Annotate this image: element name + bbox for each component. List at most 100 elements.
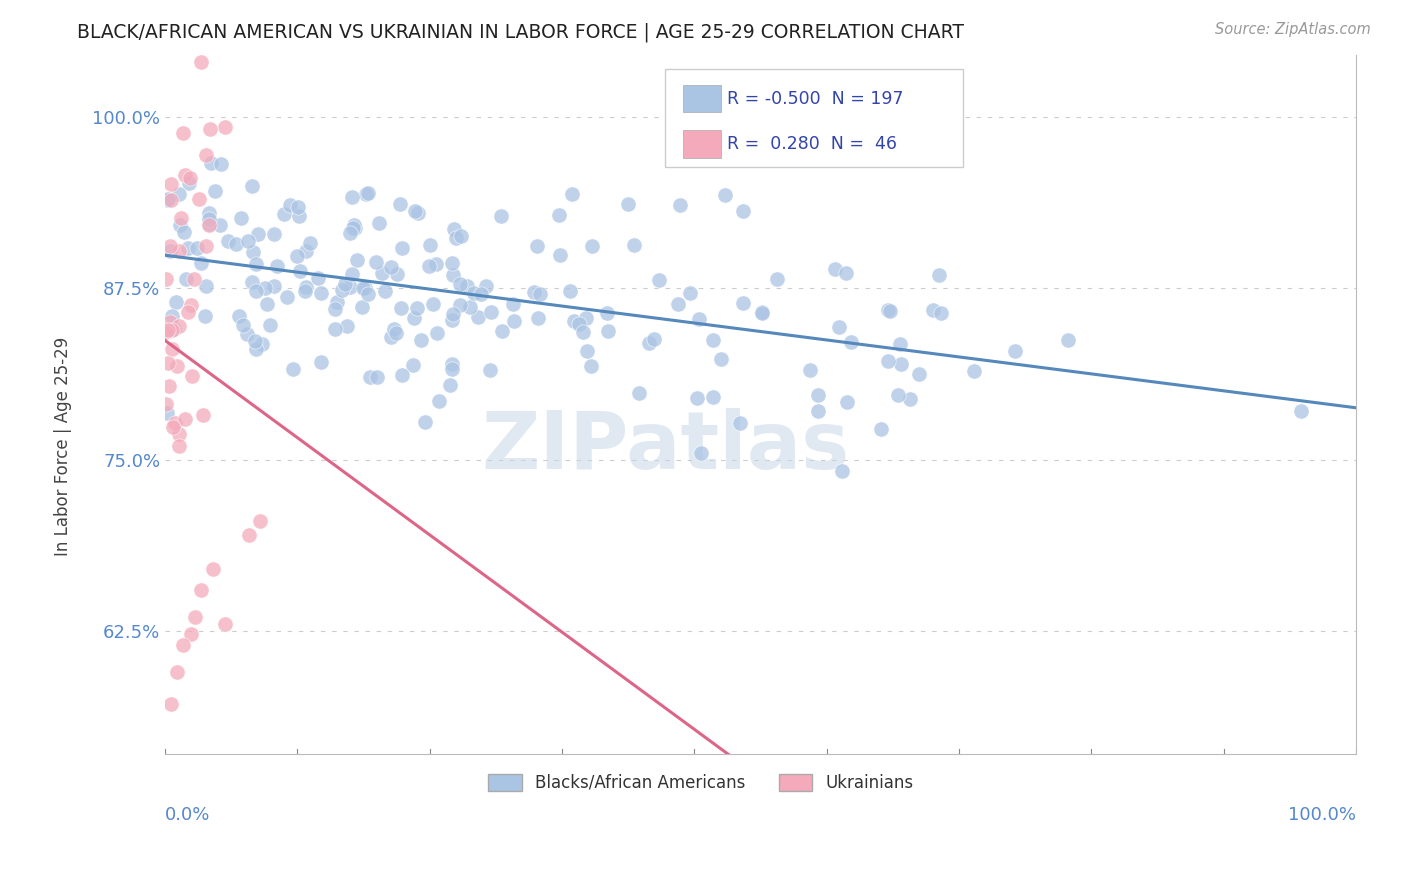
Point <box>256 296 278 310</box>
Point <box>441 361 464 376</box>
Point <box>627 386 650 401</box>
Point <box>195 148 218 162</box>
Point <box>155 326 177 340</box>
Point <box>174 168 197 182</box>
Point <box>353 281 375 295</box>
Point <box>295 279 318 293</box>
Point <box>245 342 267 356</box>
Point <box>266 260 288 274</box>
Point <box>169 218 191 232</box>
Text: 100.0%: 100.0% <box>1288 806 1355 824</box>
Point <box>179 171 201 186</box>
Point <box>195 278 218 293</box>
Point <box>799 362 821 376</box>
Point <box>200 156 222 170</box>
Point <box>564 313 586 327</box>
Point <box>243 334 266 349</box>
Point <box>828 320 851 334</box>
Point <box>449 298 471 312</box>
Text: BLACK/AFRICAN AMERICAN VS UKRAINIAN IN LABOR FORCE | AGE 25-29 CORRELATION CHART: BLACK/AFRICAN AMERICAN VS UKRAINIAN IN L… <box>77 22 965 42</box>
Point <box>890 357 912 371</box>
Point <box>666 297 689 311</box>
Legend: Blacks/African Americans, Ukrainians: Blacks/African Americans, Ukrainians <box>482 767 921 798</box>
Point <box>167 427 190 442</box>
Point <box>273 207 295 221</box>
Point <box>155 397 177 411</box>
Text: R =  0.280  N =  46: R = 0.280 N = 46 <box>727 136 897 153</box>
Point <box>467 310 489 325</box>
Point <box>686 391 709 405</box>
Point <box>190 256 212 270</box>
Point <box>228 309 250 323</box>
Point <box>323 322 346 336</box>
Point <box>167 187 190 202</box>
Point <box>443 221 465 235</box>
Point <box>441 307 464 321</box>
Point <box>281 361 304 376</box>
Point <box>419 238 441 252</box>
Point <box>193 409 215 423</box>
Point <box>344 220 367 235</box>
Point <box>184 610 207 624</box>
Point <box>527 311 550 326</box>
Point <box>425 257 447 271</box>
Point <box>596 305 619 319</box>
Point <box>766 272 789 286</box>
Point <box>572 325 595 339</box>
Point <box>336 318 359 333</box>
Point <box>162 420 184 434</box>
Point <box>225 236 247 251</box>
Point <box>523 285 546 299</box>
Point <box>172 126 194 140</box>
Point <box>440 313 463 327</box>
Point <box>173 411 195 425</box>
Point <box>194 309 217 323</box>
Point <box>333 277 356 291</box>
Point <box>165 294 187 309</box>
Point <box>250 337 273 351</box>
Point <box>167 318 190 333</box>
Point <box>195 239 218 253</box>
Point <box>929 306 952 320</box>
Point <box>596 324 619 338</box>
Point <box>441 357 464 371</box>
Point <box>382 321 405 335</box>
Point <box>309 355 332 369</box>
Point <box>413 415 436 429</box>
Point <box>232 318 254 333</box>
Point <box>389 301 412 315</box>
Point <box>489 209 512 223</box>
Point <box>751 306 773 320</box>
Point <box>340 267 363 281</box>
Point <box>439 378 461 392</box>
Point <box>332 283 354 297</box>
Point <box>502 314 524 328</box>
Point <box>710 352 733 367</box>
Point <box>575 310 598 325</box>
Point <box>702 390 724 404</box>
Point <box>385 326 408 341</box>
Point <box>253 281 276 295</box>
Point <box>343 218 366 232</box>
Point <box>190 582 212 597</box>
Point <box>581 239 603 253</box>
Point <box>209 157 232 171</box>
Point <box>479 305 502 319</box>
Point <box>176 271 198 285</box>
Point <box>198 212 221 227</box>
Point <box>835 266 858 280</box>
Point <box>156 323 179 337</box>
Point <box>352 281 374 295</box>
Point <box>245 257 267 271</box>
Text: R = -0.500  N = 197: R = -0.500 N = 197 <box>727 90 904 108</box>
Point <box>475 279 498 293</box>
Point <box>180 626 202 640</box>
FancyBboxPatch shape <box>683 85 721 112</box>
Point <box>440 256 463 270</box>
Point <box>877 303 900 318</box>
Point <box>502 297 524 311</box>
Point <box>669 198 692 212</box>
Point <box>371 266 394 280</box>
Point <box>159 378 181 392</box>
Point <box>617 196 640 211</box>
